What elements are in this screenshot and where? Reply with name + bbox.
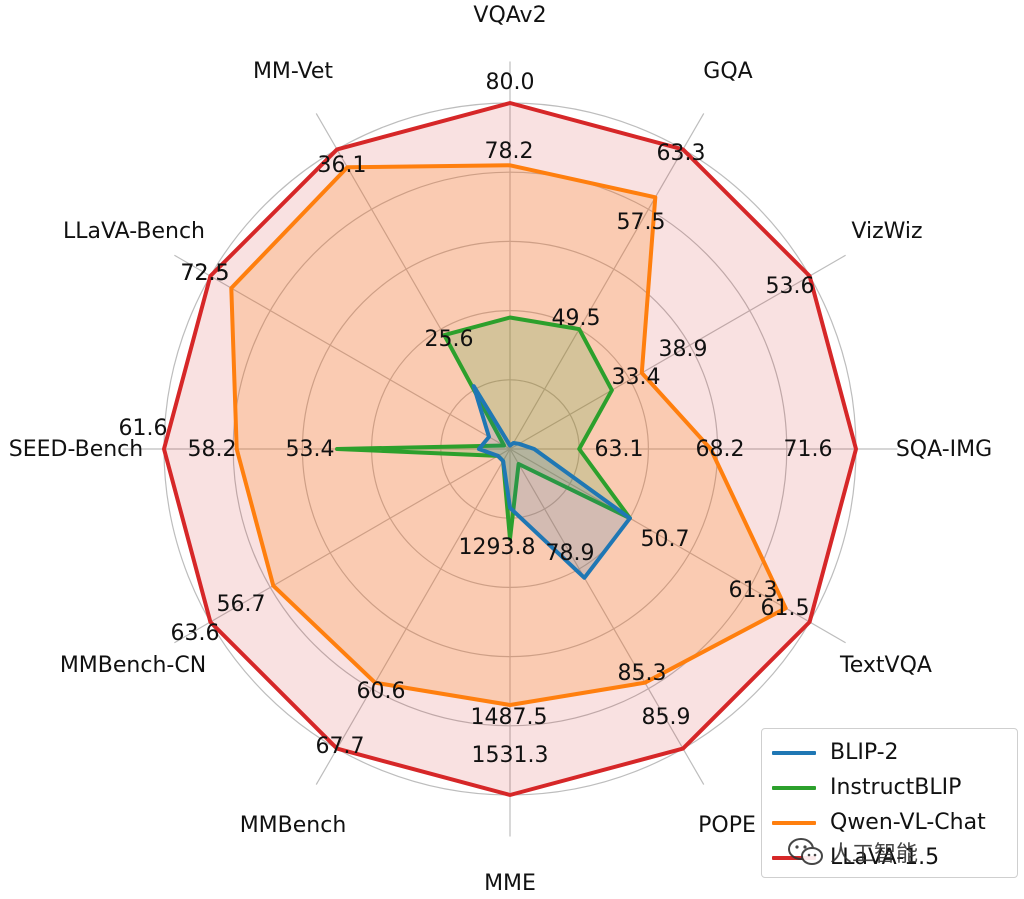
- value-label-instructblip-0: 49.5: [552, 306, 601, 331]
- series-line-3: [162, 101, 858, 797]
- value-label-llava-4: 61.5: [761, 596, 810, 621]
- legend-swatch-instructblip: [772, 785, 816, 790]
- legend-item-qwen: Qwen-VL-Chat: [772, 805, 1017, 840]
- value-label-qwen-4: 61.3: [729, 578, 778, 603]
- grid-spoke-5: [509, 448, 705, 785]
- value-label-llava-7: 67.7: [316, 734, 365, 759]
- value-label-instructblip-1: 33.4: [612, 365, 661, 390]
- value-label-qwen-1: 57.5: [617, 210, 666, 235]
- value-labels: 80.0 63.3 53.6 71.6 61.5 85.9 1531.3 67.7 63.6 61…: [119, 70, 833, 768]
- axis-label-4: TextVQA: [839, 653, 932, 678]
- wechat-icon: [788, 838, 823, 865]
- radar-series: [162, 101, 858, 797]
- value-label-llava-1: 63.3: [657, 141, 706, 166]
- axis-label-10: LLaVA-Bench: [63, 219, 205, 244]
- value-label-qwen-9: 58.2: [188, 437, 237, 462]
- value-label-llava-2: 53.6: [766, 274, 815, 299]
- axis-labels: VQAv2 GQA VizWiz SQA-IMG TextVQA POPE MME MMBen…: [9, 3, 992, 896]
- watermark: 人工智能: [786, 836, 918, 868]
- legend-swatch-qwen: [772, 820, 816, 825]
- grid-spoke-7: [315, 448, 511, 785]
- axis-label-2: VizWiz: [851, 219, 922, 244]
- series-line-0: [471, 384, 632, 580]
- value-label-qwen-6: 1487.5: [471, 705, 548, 730]
- value-label-qwen-0: 78.2: [485, 139, 534, 164]
- chart-legend: BLIP-2 InstructBLIP Qwen-VL-Chat LLaVA-1…: [761, 728, 1018, 878]
- value-label-llava-3: 71.6: [784, 437, 833, 462]
- value-label-qwen-7: 60.6: [357, 679, 406, 704]
- grid-spoke-4: [509, 448, 846, 644]
- grid-spoke-2: [509, 254, 846, 450]
- legend-item-blip2: BLIP-2: [772, 735, 1017, 770]
- watermark-text: 人工智能: [830, 842, 919, 867]
- axis-label-1: GQA: [703, 59, 752, 84]
- legend-label-instructblip: InstructBLIP: [830, 775, 962, 800]
- series-fill-1: [337, 317, 630, 539]
- value-label-llava-5: 85.9: [642, 705, 691, 730]
- value-label-instructblip-2: 63.1: [595, 437, 644, 462]
- value-label-qwen-2: 38.9: [659, 337, 708, 362]
- value-label-llava-8: 63.6: [171, 621, 220, 646]
- value-label-qwen-10: 72.5: [181, 261, 230, 286]
- grid-spoke-1: [509, 113, 705, 450]
- legend-item-instructblip: InstructBLIP: [772, 770, 1017, 805]
- axis-label-7: MMBench: [240, 813, 347, 838]
- legend-label-llava: LLaVA-1.5: [830, 845, 940, 870]
- legend-label-qwen: Qwen-VL-Chat: [830, 810, 986, 835]
- axis-label-11: MM-Vet: [253, 59, 333, 84]
- axis-label-0: VQAv2: [473, 3, 546, 28]
- series-fill-0: [473, 386, 630, 578]
- legend-label-blip2: BLIP-2: [830, 740, 899, 765]
- series-fill-3: [164, 103, 856, 795]
- value-label-instructblip-4: 78.9: [546, 541, 595, 566]
- grid-spoke-8: [174, 448, 511, 644]
- value-label-instructblip-7: 25.6: [425, 327, 474, 352]
- legend-swatch-blip2: [772, 750, 816, 755]
- series-line-1: [335, 315, 632, 541]
- value-label-llava-0: 80.0: [486, 70, 535, 95]
- value-label-llava-9: 61.6: [119, 416, 168, 441]
- value-label-llava-11: 36.1: [318, 153, 367, 178]
- value-label-llava-6: 1531.3: [472, 743, 549, 768]
- value-label-qwen-8: 56.7: [217, 592, 266, 617]
- value-label-qwen-3: 68.2: [696, 437, 745, 462]
- value-label-qwen-5: 85.3: [618, 661, 667, 686]
- axis-label-8: MMBench-CN: [60, 653, 206, 678]
- axis-label-6: MME: [484, 871, 536, 896]
- value-label-instructblip-3: 50.7: [641, 527, 690, 552]
- axis-label-9: SEED-Bench: [9, 437, 143, 462]
- series-line-2: [229, 163, 788, 707]
- axis-label-5: POPE: [698, 813, 756, 838]
- value-label-instructblip-6: 53.4: [286, 437, 335, 462]
- value-label-llava-10: 72.5: [181, 261, 230, 286]
- value-label-instructblip-5: 1293.8: [459, 535, 536, 560]
- axis-label-3: SQA-IMG: [896, 437, 992, 462]
